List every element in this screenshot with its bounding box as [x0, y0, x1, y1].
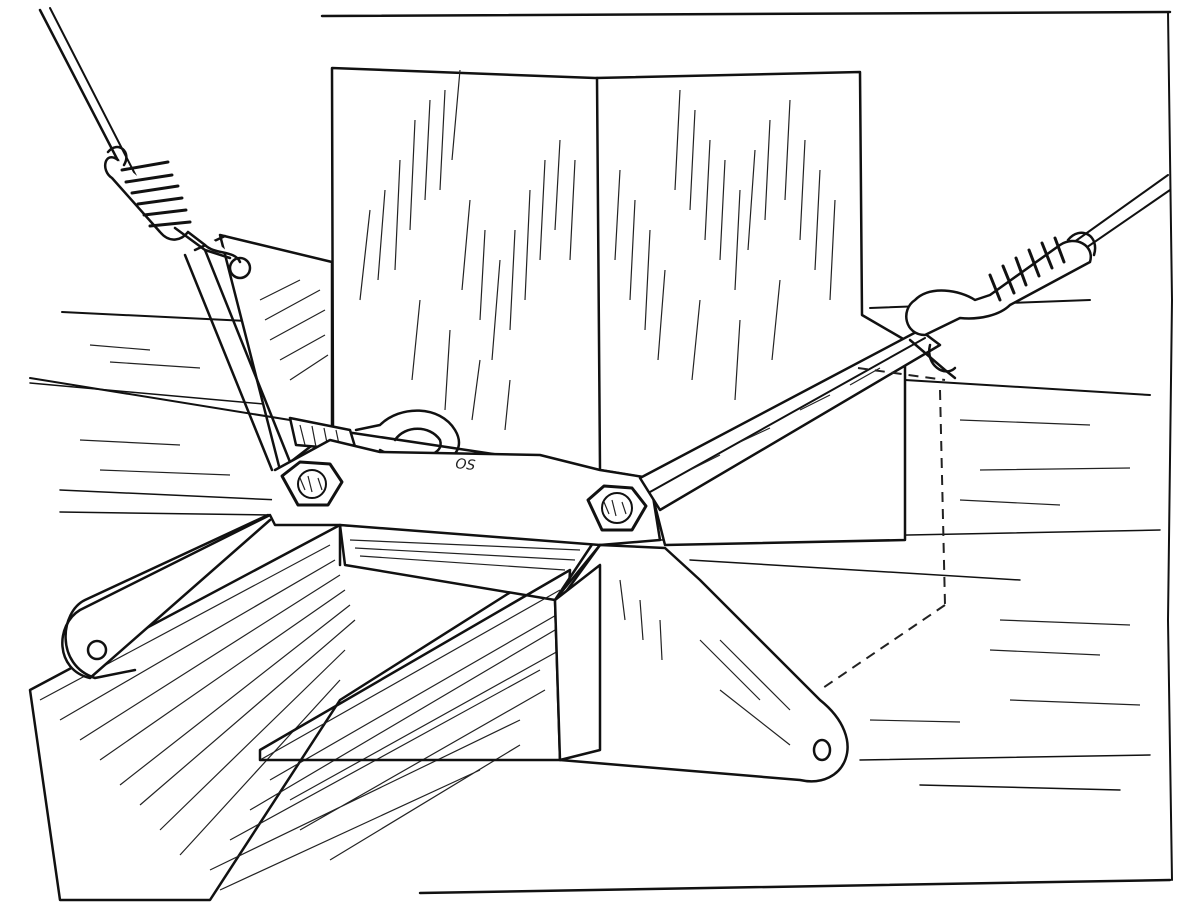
thimble-upper-left [103, 145, 242, 264]
bolt-right [586, 484, 648, 532]
turnbuckle-rod [638, 328, 957, 512]
hidden-edges [819, 367, 946, 691]
wire-upper-left [38, 7, 242, 264]
thimble-right [905, 231, 1097, 373]
beam [28, 523, 597, 902]
wire-right [905, 174, 1171, 373]
bolt-left [280, 460, 344, 507]
deck-planks [29, 299, 1161, 791]
vertical-plate [553, 543, 849, 783]
frame-lines [320, 10, 1173, 895]
base-plate: OS [61, 438, 662, 680]
plate-marking: OS [455, 456, 477, 474]
